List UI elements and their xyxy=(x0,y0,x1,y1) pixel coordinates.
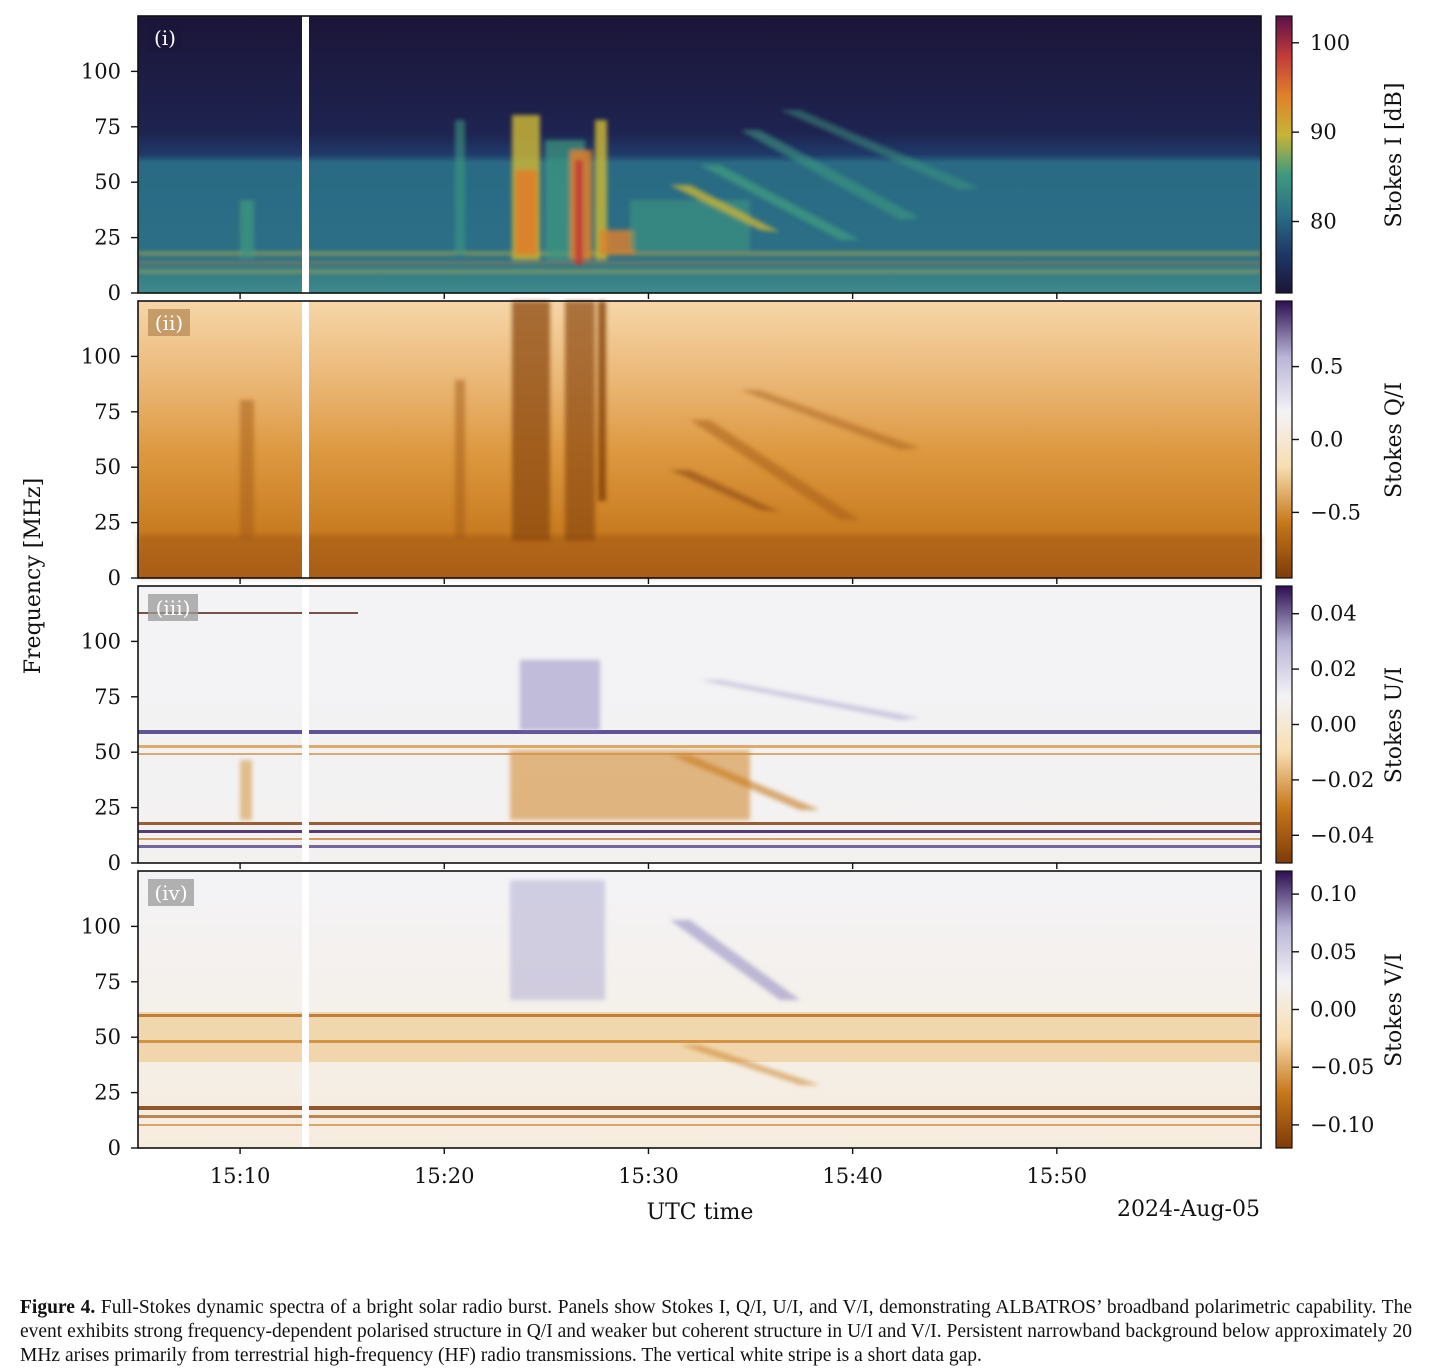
data-gap-stripe-iv xyxy=(302,871,309,1148)
x-tick-label: 15:40 xyxy=(822,1164,883,1188)
figure-caption: Figure 4. Full-Stokes dynamic spectra of… xyxy=(20,1296,1412,1368)
y-tick-label: 75 xyxy=(94,115,121,139)
y-tick-label: 25 xyxy=(94,511,121,535)
burst-features-i xyxy=(138,110,1261,273)
y-axis-label: Frequency [MHz] xyxy=(21,478,46,674)
colorbar-tick-label: 100 xyxy=(1310,31,1350,55)
colorbar-tick-label: −0.04 xyxy=(1310,823,1374,847)
colorbar-label-ii: Stokes Q/I xyxy=(1382,382,1407,498)
date-label: 2024-Aug-05 xyxy=(1117,1197,1260,1222)
y-tick-label: 100 xyxy=(81,914,121,938)
colorbar-tick-label: 0.02 xyxy=(1310,657,1357,681)
colorbar-tick-label: 0.04 xyxy=(1310,602,1357,626)
data-gap-stripe-ii xyxy=(302,301,309,578)
y-axis-ticks-i: 0 25 50 75 100 xyxy=(81,59,138,305)
panel-i: (i) 0 25 50 75 100 80 90 100 Stokes I [dB] xyxy=(81,15,1407,305)
colorbar-tick-label: 80 xyxy=(1310,210,1337,234)
colorbar-i xyxy=(1275,15,1293,294)
colorbar-tick-label: −0.05 xyxy=(1310,1055,1374,1079)
colorbar-tick-label: 0.5 xyxy=(1310,355,1343,379)
data-gap-stripe-iii xyxy=(302,586,309,863)
caption-text: Full-Stokes dynamic spectra of a bright … xyxy=(20,1296,1412,1366)
y-tick-label: 0 xyxy=(108,281,121,305)
colorbar-tick-label: 0.10 xyxy=(1310,882,1357,906)
panel-ii: (ii) 0 25 50 75 100 0.5 0.0 −0.5 Stokes Q/I xyxy=(81,300,1407,590)
caption-label: Figure 4. xyxy=(20,1296,96,1318)
figure-4: (i) 0 25 50 75 100 80 90 100 Stokes I [dB] (ii… xyxy=(21,15,1407,1225)
y-tick-label: 0 xyxy=(108,566,121,590)
x-tick-label: 15:30 xyxy=(618,1164,679,1188)
colorbar-tick-label: 0.00 xyxy=(1310,713,1357,737)
y-tick-label: 75 xyxy=(94,400,121,424)
colorbar-tick-label: −0.10 xyxy=(1310,1113,1374,1137)
panel-label-iv: (iv) xyxy=(154,881,187,905)
y-tick-label: 50 xyxy=(94,1025,121,1049)
colorbar-ii xyxy=(1275,300,1293,579)
panel-label-i: (i) xyxy=(154,26,176,50)
y-axis-ticks-iii: 0 25 50 75 100 xyxy=(81,629,138,875)
y-tick-label: 25 xyxy=(94,226,121,250)
panel-label-box-ii xyxy=(148,309,190,336)
panel-label-iii: (iii) xyxy=(156,596,191,620)
colorbar-tick-label: 0.00 xyxy=(1310,998,1357,1022)
panel-label-box-i xyxy=(148,24,182,51)
colorbar-tick-label: −0.5 xyxy=(1310,500,1361,524)
panel-frame-iii xyxy=(137,585,1262,864)
y-tick-label: 75 xyxy=(94,685,121,709)
y-axis-ticks-ii: 0 25 50 75 100 xyxy=(81,344,138,590)
colorbar-tick-label: 90 xyxy=(1310,120,1337,144)
y-axis-ticks-iv: 0 25 50 75 100 xyxy=(81,914,138,1160)
data-gap-stripe-i xyxy=(302,16,309,293)
y-tick-label: 50 xyxy=(94,455,121,479)
x-tick-label: 15:10 xyxy=(210,1164,271,1188)
y-tick-label: 100 xyxy=(81,344,121,368)
y-tick-label: 50 xyxy=(94,170,121,194)
panel-label-box-iii xyxy=(148,594,198,621)
y-tick-label: 0 xyxy=(108,851,121,875)
colorbar-label-iv: Stokes V/I xyxy=(1382,953,1407,1067)
colorbar-tick-label: 0.05 xyxy=(1310,940,1357,964)
y-tick-label: 100 xyxy=(81,629,121,653)
panel-label-box-iv xyxy=(148,879,194,906)
y-tick-label: 25 xyxy=(94,1081,121,1105)
spectrogram-ii-background xyxy=(138,301,1261,578)
colorbar-ticks-i: 80 90 100 xyxy=(1292,31,1350,234)
panel-frame-ii xyxy=(137,300,1262,579)
colorbar-ticks-iv: 0.10 0.05 0.00 −0.05 −0.10 xyxy=(1292,882,1374,1137)
panel-frame-iv xyxy=(137,870,1262,1149)
x-tick-label: 15:20 xyxy=(414,1164,475,1188)
y-tick-label: 50 xyxy=(94,740,121,764)
panel-label-ii: (ii) xyxy=(155,311,183,335)
x-tick-label: 15:50 xyxy=(1027,1164,1088,1188)
colorbar-ticks-iii: 0.04 0.02 0.00 −0.02 −0.04 xyxy=(1292,602,1374,847)
burst-features-ii xyxy=(138,301,1261,578)
x-axis-label: UTC time xyxy=(647,1200,754,1225)
y-tick-label: 0 xyxy=(108,1136,121,1160)
panel-frame-i xyxy=(137,15,1262,294)
panel-iv: (iv) 0 25 50 75 100 0.10 0.05 0.00 −0.05 −0.10 S… xyxy=(81,870,1407,1160)
colorbar-label-i: Stokes I [dB] xyxy=(1382,83,1407,228)
colorbar-iii xyxy=(1275,585,1293,864)
colorbar-ticks-ii: 0.5 0.0 −0.5 xyxy=(1292,355,1361,524)
y-tick-label: 25 xyxy=(94,796,121,820)
colorbar-tick-label: 0.0 xyxy=(1310,428,1343,452)
colorbar-label-iii: Stokes U/I xyxy=(1382,667,1407,783)
y-tick-label: 75 xyxy=(94,970,121,994)
colorbar-tick-label: −0.02 xyxy=(1310,768,1374,792)
burst-features-iv xyxy=(138,1012,1261,1126)
spectrogram-iv-background xyxy=(138,871,1261,1148)
x-axis-ticks: 15:10 15:20 15:30 15:40 15:50 xyxy=(210,293,1087,1188)
colorbar-iv xyxy=(1275,870,1293,1149)
y-tick-label: 100 xyxy=(81,59,121,83)
